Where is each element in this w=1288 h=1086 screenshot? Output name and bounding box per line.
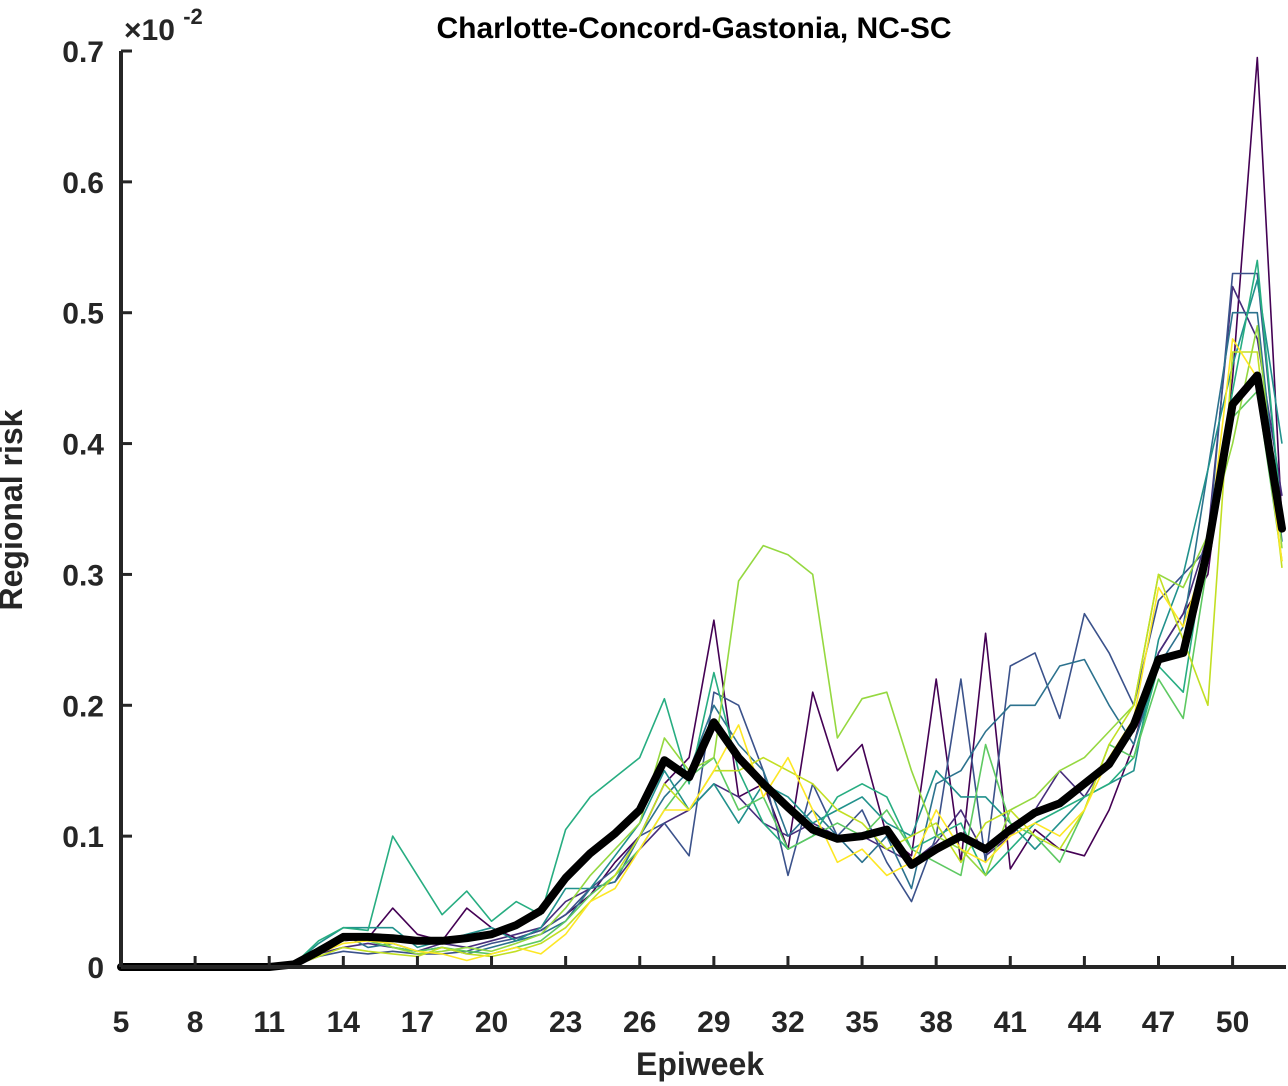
y-tick-label: 0 (87, 952, 104, 985)
axes (119, 51, 1286, 969)
y-tick-label: 0.3 (62, 559, 104, 592)
y-axis-label: Regional risk (0, 409, 29, 610)
y-tick-label: 0.5 (62, 298, 104, 331)
y-multiplier-exponent: -2 (183, 4, 203, 29)
x-axis-label: Epiweek (636, 1046, 764, 1082)
x-tick-label: 44 (1068, 1006, 1102, 1039)
x-tick-label: 23 (549, 1006, 582, 1039)
x-tick-label: 26 (623, 1006, 656, 1039)
x-tick-label: 32 (771, 1006, 804, 1039)
x-tick-label: 41 (994, 1006, 1027, 1039)
x-tick-label: 47 (1142, 1006, 1175, 1039)
series-line-6 (121, 259, 1283, 968)
x-axis-ticks: 5 8 11 14 17 20 23 26 29 32 35 38 41 44 47 50 (113, 956, 1249, 1039)
y-axis-multiplier: ×10 -2 (124, 4, 203, 47)
y-tick-label: 0.6 (62, 167, 104, 200)
x-tick-label: 29 (697, 1006, 730, 1039)
y-multiplier-base: ×10 (124, 14, 175, 47)
x-tick-label: 5 (113, 1006, 130, 1039)
y-tick-label: 0.7 (62, 36, 104, 69)
y-tick-label: 0.4 (62, 429, 104, 462)
x-tick-label: 20 (475, 1006, 508, 1039)
x-tick-label: 14 (327, 1006, 361, 1039)
y-tick-label: 0.1 (62, 821, 104, 854)
y-axis-ticks: 0 0.1 0.2 0.3 0.4 0.5 0.6 0.7 (62, 36, 132, 985)
chart-title: Charlotte-Concord-Gastonia, NC-SC (436, 12, 951, 45)
x-tick-label: 11 (253, 1006, 285, 1039)
x-tick-label: 17 (401, 1006, 434, 1039)
x-tick-label: 38 (919, 1006, 952, 1039)
x-tick-label: 50 (1216, 1006, 1249, 1039)
svg-text:×10 -2: ×10 -2 (124, 4, 203, 47)
mean-line-group (117, 371, 1286, 971)
mean-series-line (117, 371, 1286, 971)
x-tick-label: 8 (187, 1006, 204, 1039)
x-tick-label: 35 (845, 1006, 878, 1039)
y-tick-label: 0.2 (62, 690, 104, 723)
